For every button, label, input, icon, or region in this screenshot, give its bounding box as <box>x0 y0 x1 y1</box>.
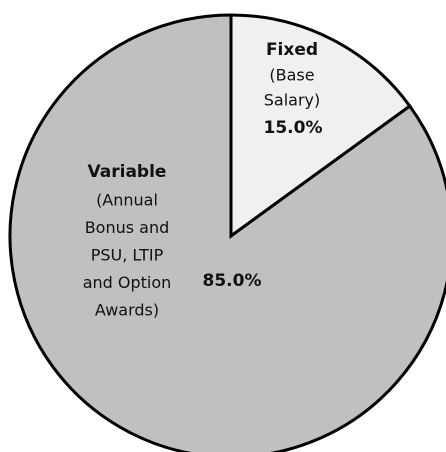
slice-description: (Base <box>269 66 314 85</box>
slice-description: PSU, LTIP <box>91 246 164 265</box>
pie-slice <box>8 13 446 452</box>
slice-description: and Option <box>83 273 172 292</box>
value-label: 15.0% <box>264 118 323 138</box>
pie-slice <box>229 13 412 239</box>
slice-description: Bonus and <box>85 218 170 237</box>
slice-description: Awards) <box>95 301 159 320</box>
slice-name: Variable <box>88 162 167 182</box>
value-label: 85.0% <box>203 271 262 291</box>
slice-name: Fixed <box>266 40 318 60</box>
slice-description: (Annual <box>96 191 158 210</box>
slice-description: Salary) <box>264 91 321 110</box>
